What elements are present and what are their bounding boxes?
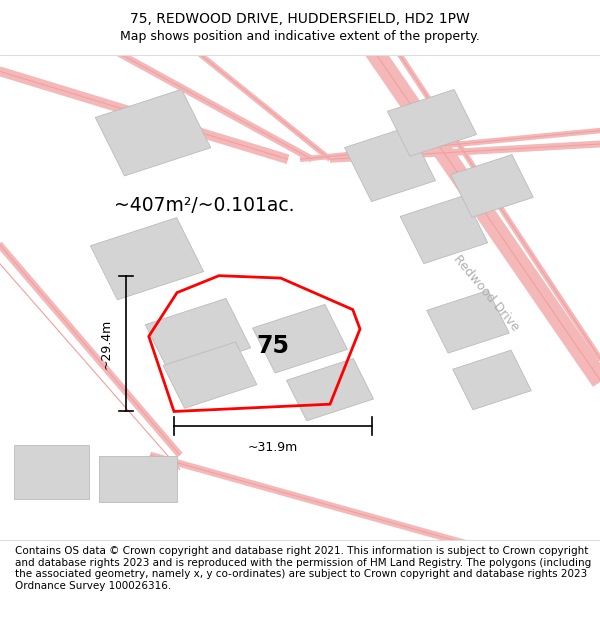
Polygon shape xyxy=(427,291,509,353)
Text: ~29.4m: ~29.4m xyxy=(100,319,113,369)
Polygon shape xyxy=(253,304,347,373)
Polygon shape xyxy=(400,196,488,264)
Text: ~407m²/~0.101ac.: ~407m²/~0.101ac. xyxy=(114,196,295,215)
Polygon shape xyxy=(344,127,436,201)
Polygon shape xyxy=(99,456,177,503)
Text: Map shows position and indicative extent of the property.: Map shows position and indicative extent… xyxy=(120,30,480,43)
Text: Redwood Drive: Redwood Drive xyxy=(451,252,521,333)
Polygon shape xyxy=(14,446,89,499)
Polygon shape xyxy=(95,89,211,176)
Text: 75, REDWOOD DRIVE, HUDDERSFIELD, HD2 1PW: 75, REDWOOD DRIVE, HUDDERSFIELD, HD2 1PW xyxy=(130,12,470,26)
Polygon shape xyxy=(388,89,476,156)
Polygon shape xyxy=(145,298,251,374)
Text: 75: 75 xyxy=(257,334,290,358)
Polygon shape xyxy=(91,217,203,300)
Polygon shape xyxy=(452,350,532,410)
Text: ~31.9m: ~31.9m xyxy=(248,441,298,454)
Polygon shape xyxy=(163,342,257,408)
Polygon shape xyxy=(451,154,533,218)
Polygon shape xyxy=(287,359,373,421)
Text: Contains OS data © Crown copyright and database right 2021. This information is : Contains OS data © Crown copyright and d… xyxy=(15,546,591,591)
